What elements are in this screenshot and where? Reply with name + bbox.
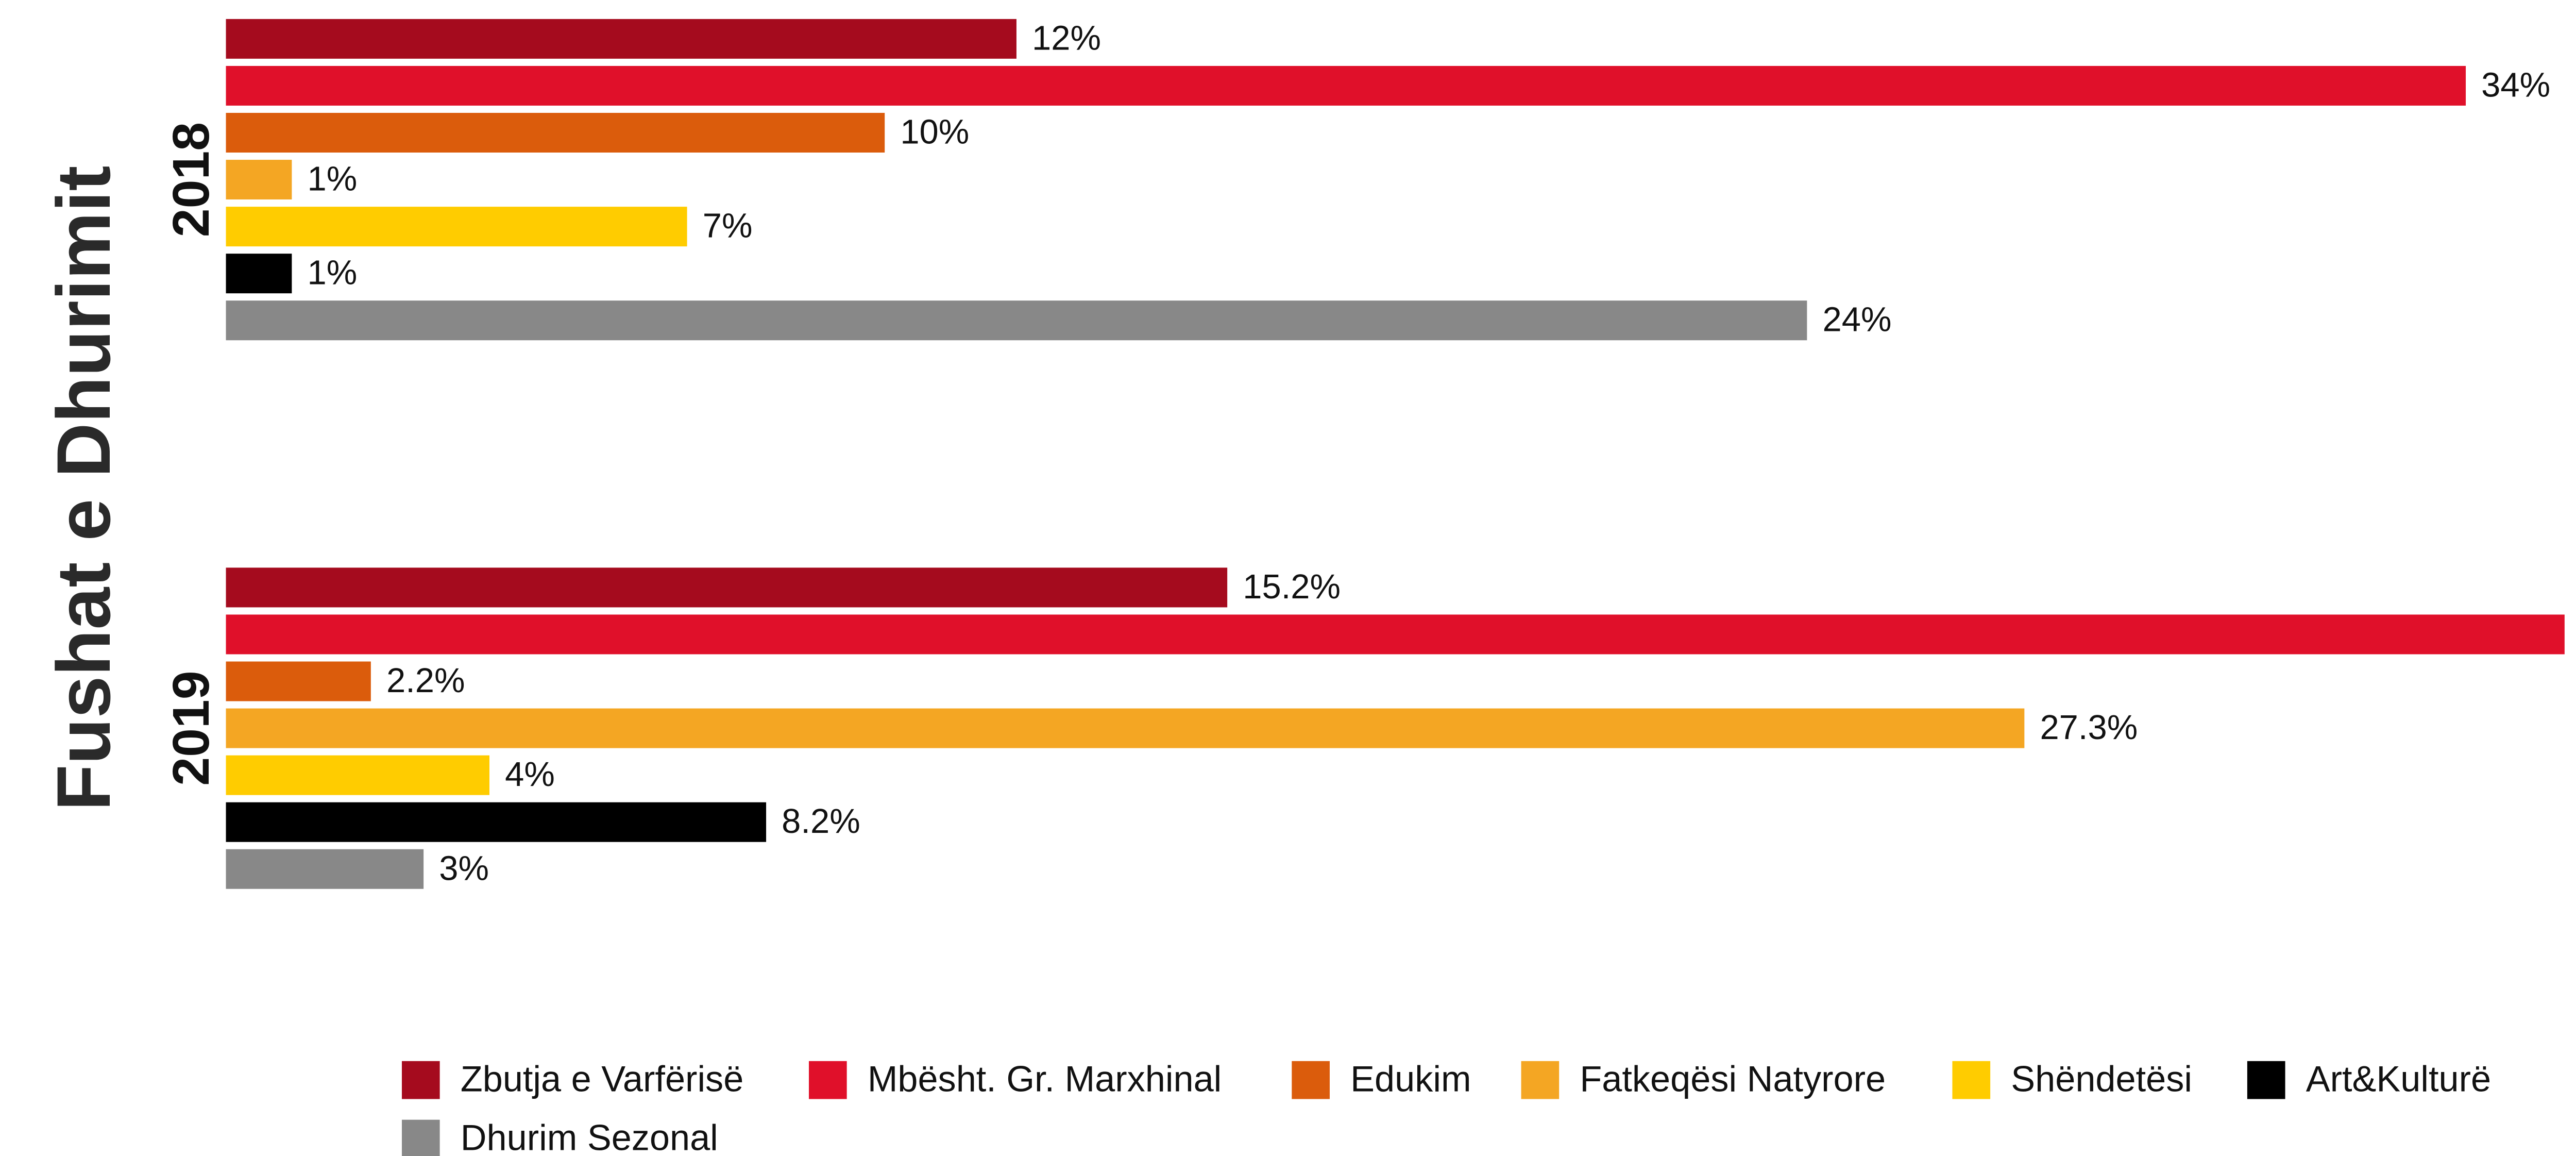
legend-label: Fatkeqësi Natyrore [1580, 1059, 1886, 1099]
legend-swatch [809, 1061, 847, 1099]
bar [226, 849, 424, 889]
legend-label: Edukim [1350, 1059, 1471, 1099]
bar [226, 112, 885, 153]
value-label: 8.2% [782, 802, 860, 841]
value-label: 7% [703, 207, 753, 245]
bar [226, 567, 1228, 608]
legend-label: Art&Kulturë [2306, 1059, 2491, 1099]
bar [226, 661, 371, 701]
legend-swatch [401, 1119, 440, 1156]
value-label: 2.2% [386, 661, 465, 700]
y-axis-label: Fushat e Dhurimit [42, 165, 126, 811]
value-label: 3% [439, 849, 489, 887]
legend-label: Zbutja e Varfërisë [461, 1059, 743, 1099]
legend-label: Shëndetësi [2011, 1059, 2192, 1099]
bar [226, 614, 2565, 655]
value-label: 24% [1822, 300, 1891, 339]
bar [226, 19, 1016, 59]
bar [226, 802, 767, 842]
legend-swatch [401, 1061, 440, 1099]
bar [226, 160, 292, 200]
value-label: 27.3% [2040, 708, 2138, 747]
value-label: 4% [505, 755, 555, 794]
bar [226, 254, 292, 294]
bar [226, 755, 490, 795]
legend-swatch [1292, 1061, 1330, 1099]
value-label: 1% [308, 160, 358, 198]
bar [226, 65, 2466, 106]
value-label: 34% [2481, 65, 2550, 104]
bar [226, 207, 687, 247]
legend-swatch [2247, 1061, 2285, 1099]
bar [226, 300, 1807, 341]
legend-label: Mbësht. Gr. Marxhinal [868, 1059, 1222, 1099]
bar [226, 708, 2025, 748]
value-label: 10% [900, 113, 969, 152]
value-label: 1% [308, 254, 358, 292]
legend-label: Dhurim Sezonal [461, 1117, 718, 1156]
value-label: 12% [1032, 19, 1101, 57]
category-label: 2019 [162, 671, 220, 785]
category-label: 2018 [162, 122, 220, 237]
legend-swatch [1952, 1061, 1991, 1099]
legend-swatch [1521, 1061, 1560, 1099]
value-label: 15.2% [1243, 567, 1341, 606]
